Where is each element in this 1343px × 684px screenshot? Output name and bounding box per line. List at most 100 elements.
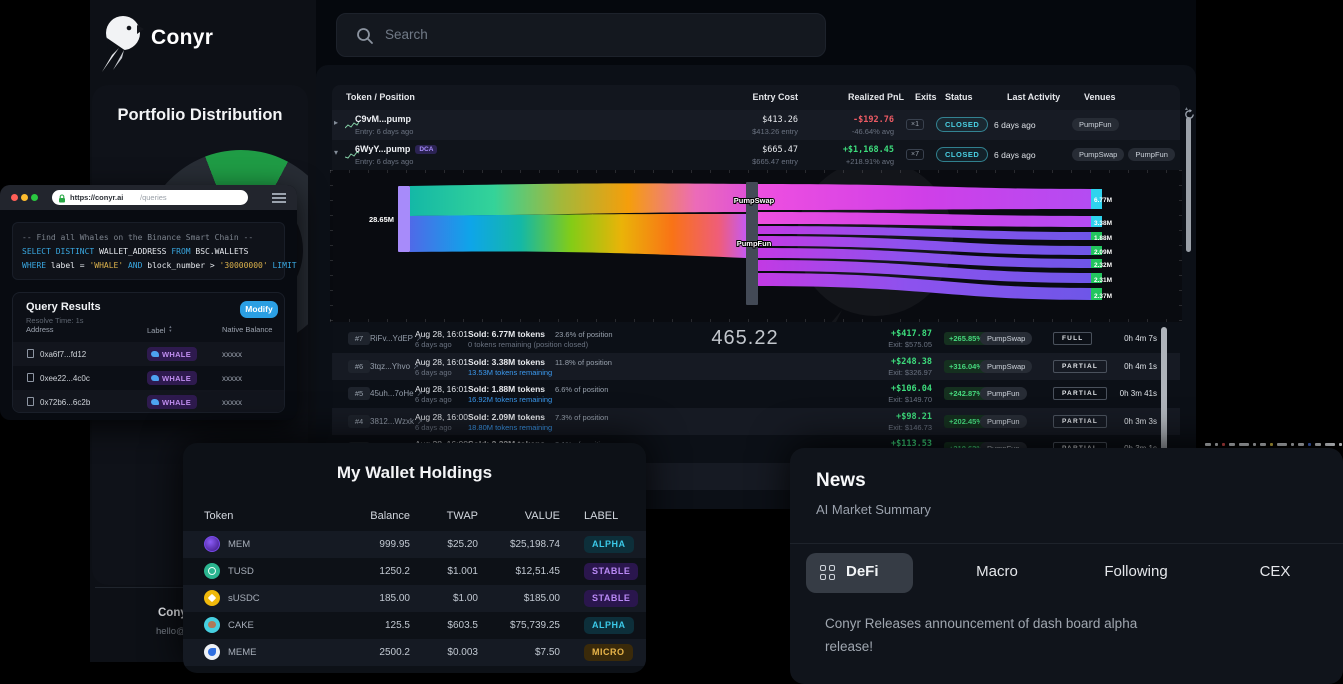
- chevron-right-icon[interactable]: ▸: [334, 118, 339, 127]
- label-badge: MICRO: [584, 644, 633, 661]
- entry-cost: $665.47: [762, 145, 798, 155]
- tab-cex[interactable]: CEX: [1259, 563, 1291, 580]
- sql-identifier: WALLET_ADDRESS: [99, 247, 172, 256]
- target-node[interactable]: [1091, 288, 1102, 300]
- sold-amount: Sold: 6.77M tokens: [468, 329, 545, 339]
- target-node[interactable]: [1091, 259, 1102, 268]
- hold-duration: 0h 3m 3s: [1124, 416, 1157, 426]
- close-window-button[interactable]: [11, 194, 18, 201]
- native-balance: xxxxx: [222, 350, 242, 359]
- news-subtitle: AI Market Summary: [816, 502, 931, 517]
- sql-string: '30000000': [219, 261, 268, 270]
- wallet-row[interactable]: CAKE 125.5 $603.5 $75,739.25 ALPHA: [183, 612, 646, 639]
- token-entry-sub: Entry: 6 days ago: [355, 157, 414, 166]
- tab-following[interactable]: Following: [1104, 563, 1168, 580]
- source-node[interactable]: [398, 186, 410, 252]
- col-balance: Balance: [370, 510, 410, 522]
- result-row[interactable]: 0x72b6...6c2b WHALE xxxxx: [13, 390, 284, 412]
- status-badge: CLOSED: [936, 147, 989, 162]
- exit-row[interactable]: #7 RiFv...YdEP ↗ Aug 28, 16:01 6 days ago …: [332, 325, 1180, 353]
- exit-row[interactable]: #6 3tqz...Yhvo ↗ Aug 28, 16:01 6 days ago …: [332, 352, 1180, 380]
- exit-row[interactable]: #5 45uh...7oHe ↗ Aug 28, 16:01 6 days ago …: [332, 380, 1180, 408]
- wallet-row[interactable]: sUSDC 185.00 $1.00 $185.00 STABLE: [183, 585, 646, 612]
- wallet-address: 0xee22...4c0c: [40, 374, 90, 383]
- exits-count-badge: ×1: [906, 119, 924, 130]
- tab-defi[interactable]: DeFi: [806, 553, 913, 593]
- target-node-label: 2.37M: [1094, 293, 1112, 300]
- exit-ago: 6 days ago: [415, 367, 452, 377]
- exit-address-link[interactable]: 45uh...7oHe ↗: [370, 389, 422, 398]
- wallet-row[interactable]: MEME 2500.2 $0.003 $7.50 MICRO: [183, 639, 646, 666]
- mid-node[interactable]: [746, 182, 758, 305]
- last-activity: 6 days ago: [994, 120, 1036, 130]
- wallet-row[interactable]: TUSD 1250.2 $1.001 $12,51.45 STABLE: [183, 558, 646, 585]
- result-row[interactable]: 0xa6f7...fd12 WHALE xxxxx: [13, 342, 284, 366]
- sparkline-icon: [345, 151, 359, 159]
- external-link-icon[interactable]: ↗: [416, 391, 423, 398]
- external-link-icon[interactable]: ↗: [417, 418, 423, 426]
- scrollbar-thumb[interactable]: [1186, 117, 1191, 252]
- col-label[interactable]: Label ▲ ▼: [147, 324, 173, 336]
- token-icon-cake: [204, 617, 220, 633]
- token-flow-sankey-chart[interactable]: 28.65M PumpSwap PumpFun 6.77M 3.38M 1.88…: [330, 160, 1182, 425]
- minimize-window-button[interactable]: [21, 194, 28, 201]
- col-twap: TWAP: [446, 510, 478, 522]
- sql-keyword: FROM: [171, 247, 196, 256]
- chevron-down-icon[interactable]: ▾: [334, 148, 339, 157]
- gain-percent-badge: +202.45%: [944, 414, 988, 428]
- sort-icon[interactable]: ▲ ▼: [168, 324, 173, 333]
- token-name: C9vM...pump: [355, 114, 412, 124]
- tokens-remaining-link[interactable]: 16.92M tokens remaining: [468, 395, 553, 404]
- search-bar[interactable]: Search: [336, 13, 826, 57]
- external-link-icon[interactable]: ↗: [413, 363, 419, 371]
- col-exits: Exits: [915, 92, 937, 102]
- sql-query-editor[interactable]: -- Find all Whales on the Binance Smart …: [12, 222, 297, 280]
- sidebar-footer-title: Conyr: [158, 607, 192, 619]
- position-row[interactable]: ▸ C9vM...pump Entry: 6 days ago $413.26 …: [332, 110, 1180, 140]
- positions-rows: ▸ C9vM...pump Entry: 6 days ago $413.26 …: [332, 110, 1180, 170]
- exit-address: 3tqz...Yhvo: [370, 361, 411, 371]
- tab-macro[interactable]: Macro: [976, 563, 1018, 580]
- flow-branch: [758, 248, 1091, 268]
- col-entry: Entry Cost: [752, 92, 798, 102]
- target-node[interactable]: [1091, 246, 1102, 255]
- brand-name: Conyr: [151, 26, 214, 49]
- mid-node-label: PumpSwap: [734, 196, 775, 205]
- modify-button[interactable]: Modify: [240, 301, 278, 318]
- exit-row[interactable]: #4 3812...Wzxk ↗ Aug 28, 16:00 6 days ago …: [332, 407, 1180, 435]
- venue-badge: PumpSwap: [1072, 148, 1125, 161]
- exit-address-link[interactable]: RiFv...YdEP ↗: [370, 334, 422, 343]
- exits-scrollbar-thumb[interactable]: [1161, 327, 1167, 457]
- token-balance: 1250.2: [379, 566, 410, 577]
- menu-icon[interactable]: [272, 193, 286, 203]
- scrollbar-up-arrow[interactable]: ▲: [1184, 106, 1189, 112]
- flow-branch: [758, 236, 1091, 255]
- brand: Conyr: [96, 8, 306, 78]
- wallet-table-header: Token Balance TWAP VALUE LABEL: [183, 510, 646, 528]
- target-node[interactable]: [1091, 273, 1102, 283]
- target-node[interactable]: [1091, 232, 1102, 240]
- sql-identifier: block_number >: [147, 261, 220, 270]
- maximize-window-button[interactable]: [31, 194, 38, 201]
- result-row[interactable]: 0xee22...4c0c WHALE xxxxx: [13, 366, 284, 390]
- position-row[interactable]: ▾ 6WyY...pump DCA Entry: 6 days ago $665.…: [332, 140, 1180, 170]
- exit-address-link[interactable]: 3812...Wzxk ↗: [370, 417, 423, 426]
- url-bar[interactable]: https://conyr.ai /queries: [52, 190, 248, 205]
- gain-percent-badge: +316.04%: [944, 359, 988, 373]
- target-node[interactable]: [1091, 189, 1102, 209]
- external-link-icon[interactable]: ↗: [415, 336, 422, 343]
- search-placeholder-text: Search: [385, 27, 428, 42]
- entry-cost: $413.26: [762, 115, 798, 125]
- exit-date: Aug 28, 16:00: [415, 411, 468, 422]
- col-token: Token / Position: [346, 92, 415, 102]
- exit-address-link[interactable]: 3tqz...Yhvo ↗: [370, 362, 419, 371]
- target-node-label: 2.32M: [1094, 262, 1112, 269]
- wallet-row[interactable]: MEM 999.95 $25.20 $25,198.74 ALPHA: [183, 531, 646, 558]
- exit-pnl: +$248.38: [891, 356, 932, 367]
- target-node[interactable]: [1091, 216, 1102, 227]
- label-badge: STABLE: [584, 563, 639, 580]
- token-name: MEM: [228, 539, 251, 550]
- tokens-remaining-link[interactable]: 13.53M tokens remaining: [468, 367, 553, 377]
- tokens-remaining-link[interactable]: 18.80M tokens remaining: [468, 422, 553, 432]
- news-title: News: [816, 470, 866, 491]
